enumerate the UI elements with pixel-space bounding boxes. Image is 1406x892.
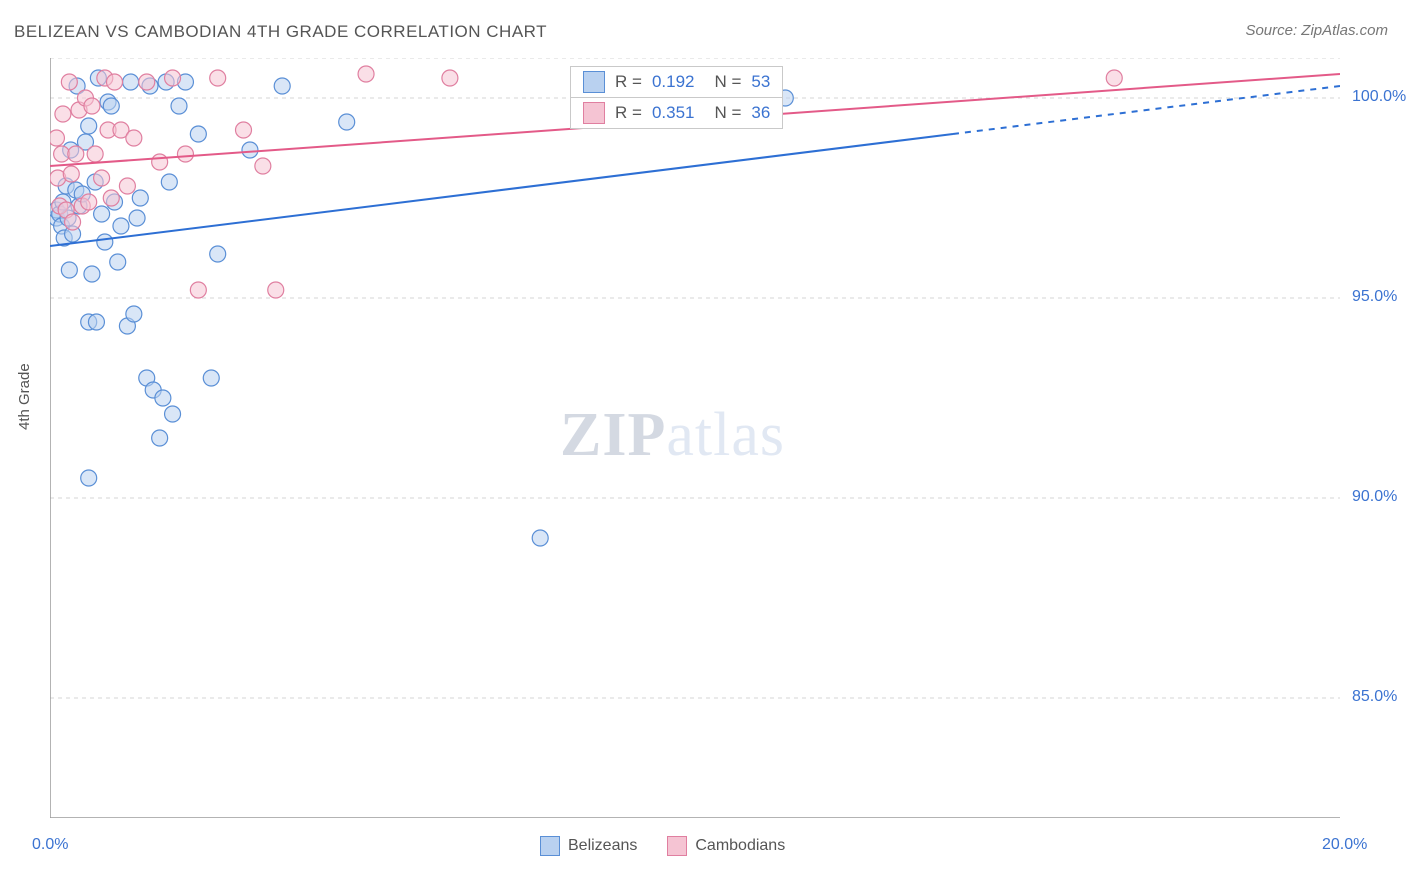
legend-label: Cambodians [695, 837, 785, 854]
legend-swatch [667, 836, 687, 856]
stats-row: R = 0.351 N = 36 [571, 98, 782, 128]
y-tick-label: 85.0% [1352, 688, 1397, 706]
legend-item: Belizeans [540, 836, 637, 856]
source-label: Source: ZipAtlas.com [1245, 22, 1388, 39]
y-tick-label: 90.0% [1352, 488, 1397, 506]
stats-n-label: N = [714, 72, 741, 92]
stats-n-value: 36 [751, 103, 770, 123]
stats-swatch [583, 71, 605, 93]
y-axis-label: 4th Grade [16, 363, 33, 430]
stats-r-value: 0.192 [652, 72, 695, 92]
chart-title: BELIZEAN VS CAMBODIAN 4TH GRADE CORRELAT… [14, 22, 547, 42]
y-tick-label: 100.0% [1352, 88, 1406, 106]
legend-swatch [540, 836, 560, 856]
stats-n-label: N = [714, 103, 741, 123]
legend-item: Cambodians [667, 836, 785, 856]
legend-label: Belizeans [568, 837, 637, 854]
stats-row: R = 0.192 N = 53 [571, 67, 782, 98]
x-tick-label: 0.0% [32, 836, 68, 854]
stats-r-label: R = [615, 103, 642, 123]
x-tick-label: 20.0% [1322, 836, 1367, 854]
stats-r-label: R = [615, 72, 642, 92]
series-legend: Belizeans Cambodians [540, 836, 785, 856]
stats-swatch [583, 102, 605, 124]
watermark-rest: atlas [666, 401, 785, 469]
watermark: ZIPatlas [560, 400, 785, 471]
chart-container: BELIZEAN VS CAMBODIAN 4TH GRADE CORRELAT… [0, 0, 1406, 892]
watermark-bold: ZIP [560, 401, 666, 469]
y-tick-label: 95.0% [1352, 288, 1397, 306]
stats-legend-box: R = 0.192 N = 53 R = 0.351 N = 36 [570, 66, 783, 129]
stats-n-value: 53 [751, 72, 770, 92]
stats-r-value: 0.351 [652, 103, 695, 123]
